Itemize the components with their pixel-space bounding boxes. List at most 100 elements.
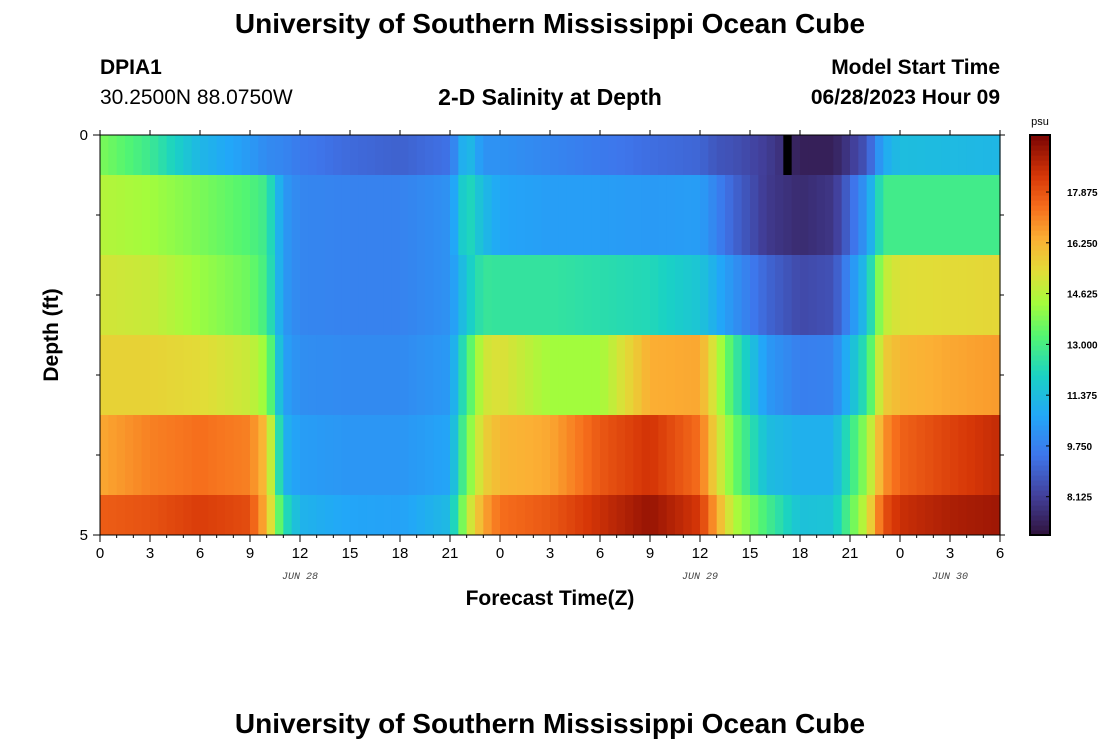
heatmap-cell: [316, 255, 326, 335]
heatmap-cell: [758, 135, 768, 175]
colorbar-segment: [1030, 280, 1050, 286]
heatmap-cell: [650, 255, 659, 335]
heatmap-cell: [791, 415, 801, 495]
colorbar-segment: [1030, 310, 1050, 316]
heatmap-cell: [575, 495, 584, 535]
heatmap-cell: [300, 495, 309, 535]
heatmap-cell: [241, 495, 251, 535]
heatmap-cell: [816, 175, 826, 255]
heatmap-cell: [250, 495, 259, 535]
heatmap-cell: [341, 335, 351, 415]
heatmap-cell: [900, 255, 909, 335]
colorbar-segment: [1030, 455, 1050, 461]
heatmap-cell: [766, 175, 776, 255]
heatmap-cell: [216, 255, 226, 335]
heatmap-cell: [250, 415, 259, 495]
heatmap-cell: [725, 415, 734, 495]
heatmap-cell: [441, 495, 451, 535]
heatmap-cell: [766, 415, 776, 495]
colorbar-segment: [1030, 330, 1050, 336]
heatmap-cell: [750, 415, 759, 495]
heatmap-cell: [625, 135, 634, 175]
colorbar-tick-label: 14.625: [1067, 290, 1098, 301]
heatmap-cell: [941, 175, 951, 255]
heatmap-cell: [666, 255, 676, 335]
heatmap-cell: [925, 175, 934, 255]
x-tick-label: 9: [646, 545, 654, 562]
heatmap-cell: [383, 175, 393, 255]
heatmap-cell: [108, 335, 118, 415]
heatmap-cell: [250, 335, 259, 415]
heatmap-cell: [366, 255, 376, 335]
x-tick-label: 21: [442, 545, 459, 562]
heatmap-cell: [758, 495, 768, 535]
heatmap-cell: [841, 255, 851, 335]
heatmap-cell: [250, 255, 259, 335]
heatmap-cell: [916, 255, 926, 335]
heatmap-cell: [491, 135, 501, 175]
heatmap-cell: [525, 255, 534, 335]
heatmap-cell: [183, 175, 193, 255]
heatmap-cell: [550, 255, 559, 335]
heatmap-cell: [458, 175, 468, 255]
heatmap-cell: [758, 175, 768, 255]
heatmap-cell: [858, 135, 868, 175]
heatmap-cell: [391, 175, 401, 255]
heatmap-cell: [408, 135, 418, 175]
heatmap-cell: [266, 175, 276, 255]
heatmap-cell: [400, 135, 409, 175]
heatmap-cell: [616, 495, 626, 535]
heatmap-cell: [983, 415, 993, 495]
heatmap-cell: [350, 135, 359, 175]
heatmap-cell: [808, 175, 818, 255]
heatmap-cell: [733, 415, 743, 495]
heatmap-cell: [883, 175, 893, 255]
heatmap-cell: [516, 175, 526, 255]
heatmap-cell: [625, 255, 634, 335]
heatmap-cell: [458, 335, 468, 415]
heatmap-cell: [133, 255, 143, 335]
heatmap-cell: [991, 415, 1001, 495]
heatmap-cell: [158, 335, 168, 415]
heatmap-cell: [216, 335, 226, 415]
heatmap-cell: [866, 495, 876, 535]
heatmap-cell: [933, 495, 943, 535]
heatmap-cell: [375, 415, 384, 495]
heatmap-cell: [541, 335, 551, 415]
page-title: University of Southern Mississippi Ocean…: [234, 8, 866, 39]
heatmap-cell: [825, 415, 834, 495]
heatmap-cell: [133, 135, 143, 175]
heatmap-cell: [925, 255, 934, 335]
heatmap-cell: [908, 335, 918, 415]
colorbar-segment: [1030, 380, 1050, 386]
heatmap-cell: [258, 175, 268, 255]
heatmap-cell: [191, 415, 201, 495]
heatmap-cell: [491, 175, 501, 255]
x-tick-label: 0: [96, 545, 104, 562]
heatmap-cell: [125, 495, 134, 535]
heatmap-cell: [150, 175, 159, 255]
colorbar-segment: [1030, 345, 1050, 351]
heatmap-cell: [675, 495, 684, 535]
heatmap-cell: [566, 175, 576, 255]
heatmap-cell: [675, 255, 684, 335]
heatmap-cell: [350, 415, 359, 495]
heatmap-cell: [616, 135, 626, 175]
colorbar-segment: [1030, 220, 1050, 226]
heatmap-cell: [900, 335, 909, 415]
heatmap-cell: [141, 415, 151, 495]
heatmap-cell: [483, 175, 493, 255]
heatmap-cell: [625, 175, 634, 255]
colorbar-segment: [1030, 500, 1050, 506]
heatmap-cell: [100, 495, 109, 535]
colorbar-segment: [1030, 325, 1050, 331]
heatmap-cell: [416, 175, 426, 255]
heatmap-cell: [408, 335, 418, 415]
heatmap-cell: [675, 135, 684, 175]
heatmap-cell: [808, 495, 818, 535]
colorbar-segment: [1030, 250, 1050, 256]
colorbar-segment: [1030, 230, 1050, 236]
heatmap-cell: [708, 255, 718, 335]
heatmap-cell: [675, 415, 684, 495]
heatmap-cell: [791, 255, 801, 335]
